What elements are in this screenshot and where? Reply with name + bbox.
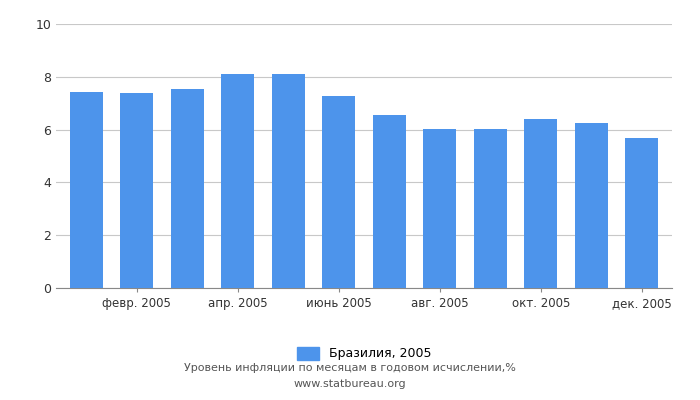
Text: Уровень инфляции по месяцам в годовом исчислении,%: Уровень инфляции по месяцам в годовом ис… xyxy=(184,363,516,373)
Bar xyxy=(70,92,103,288)
Text: www.statbureau.org: www.statbureau.org xyxy=(294,379,406,389)
Bar xyxy=(171,89,204,288)
Bar xyxy=(120,93,153,288)
Bar xyxy=(524,119,557,288)
Bar xyxy=(625,138,658,288)
Legend: Бразилия, 2005: Бразилия, 2005 xyxy=(291,342,437,365)
Bar xyxy=(575,123,608,288)
Bar xyxy=(474,128,507,288)
Bar xyxy=(221,74,254,288)
Bar xyxy=(272,74,304,288)
Bar xyxy=(424,128,456,288)
Bar xyxy=(373,114,406,288)
Bar xyxy=(322,96,355,288)
